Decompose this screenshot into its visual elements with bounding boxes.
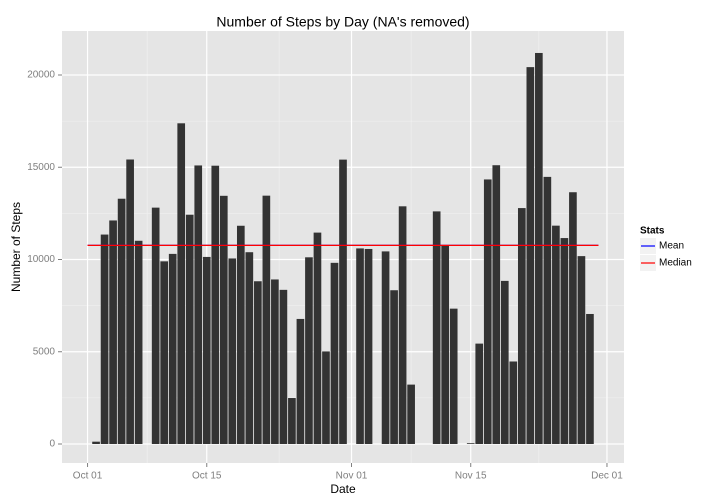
legend-label: Mean — [659, 241, 684, 252]
legend-label: Median — [659, 258, 692, 269]
legend-title: Stats — [640, 226, 665, 237]
bar — [569, 192, 577, 444]
bar — [432, 211, 441, 444]
bar — [117, 198, 126, 444]
bar — [577, 256, 586, 444]
bar — [134, 240, 143, 444]
bar — [407, 384, 415, 444]
bar — [560, 238, 569, 444]
bar — [543, 176, 552, 444]
bar — [441, 245, 450, 444]
bar — [322, 351, 330, 444]
bar — [177, 123, 186, 444]
bar — [262, 195, 271, 444]
bar — [339, 159, 347, 444]
y-tick-label: 0 — [49, 439, 55, 450]
bar — [288, 398, 296, 444]
bar — [109, 220, 117, 444]
bar — [381, 251, 390, 444]
y-tick-label: 10000 — [27, 254, 55, 265]
chart-title: Number of Steps by Day (NA's removed) — [216, 14, 469, 30]
bar — [500, 280, 509, 444]
bar — [466, 443, 475, 444]
bar — [296, 318, 305, 444]
x-tick-label: Dec 01 — [591, 471, 623, 482]
bar — [526, 67, 535, 444]
bar — [509, 361, 518, 444]
bar — [305, 257, 313, 444]
bar — [160, 261, 169, 444]
bar — [194, 165, 203, 444]
bar — [492, 165, 501, 444]
y-axis-label: Number of Steps — [9, 202, 23, 292]
bar — [330, 262, 339, 444]
bar — [202, 256, 211, 444]
bar — [151, 207, 160, 444]
bar — [535, 52, 543, 444]
bar — [100, 234, 109, 444]
bar — [517, 208, 526, 444]
bar — [271, 279, 279, 444]
bar — [126, 159, 134, 444]
bar — [185, 214, 194, 444]
bar — [356, 248, 364, 444]
bar — [364, 248, 373, 444]
bar — [586, 313, 594, 444]
bar — [390, 290, 398, 444]
bar — [254, 281, 262, 444]
bar — [168, 253, 177, 444]
x-tick-label: Nov 15 — [455, 471, 487, 482]
bar — [483, 179, 492, 444]
bar — [228, 258, 237, 444]
x-tick-label: Oct 15 — [192, 471, 222, 482]
bar — [475, 343, 484, 444]
y-tick-label: 20000 — [27, 70, 55, 81]
bar — [449, 308, 458, 444]
x-tick-label: Oct 01 — [73, 471, 103, 482]
bar — [92, 441, 100, 444]
bar — [398, 206, 407, 444]
bar — [245, 252, 254, 444]
x-axis-label: Date — [330, 482, 356, 496]
bar — [236, 225, 245, 444]
bar — [313, 232, 322, 444]
x-tick-label: Nov 01 — [336, 471, 368, 482]
bar — [219, 195, 228, 444]
y-tick-label: 15000 — [27, 162, 55, 173]
bar — [211, 165, 220, 444]
bar — [279, 289, 288, 444]
bar — [552, 225, 560, 444]
y-tick-label: 5000 — [33, 346, 56, 357]
